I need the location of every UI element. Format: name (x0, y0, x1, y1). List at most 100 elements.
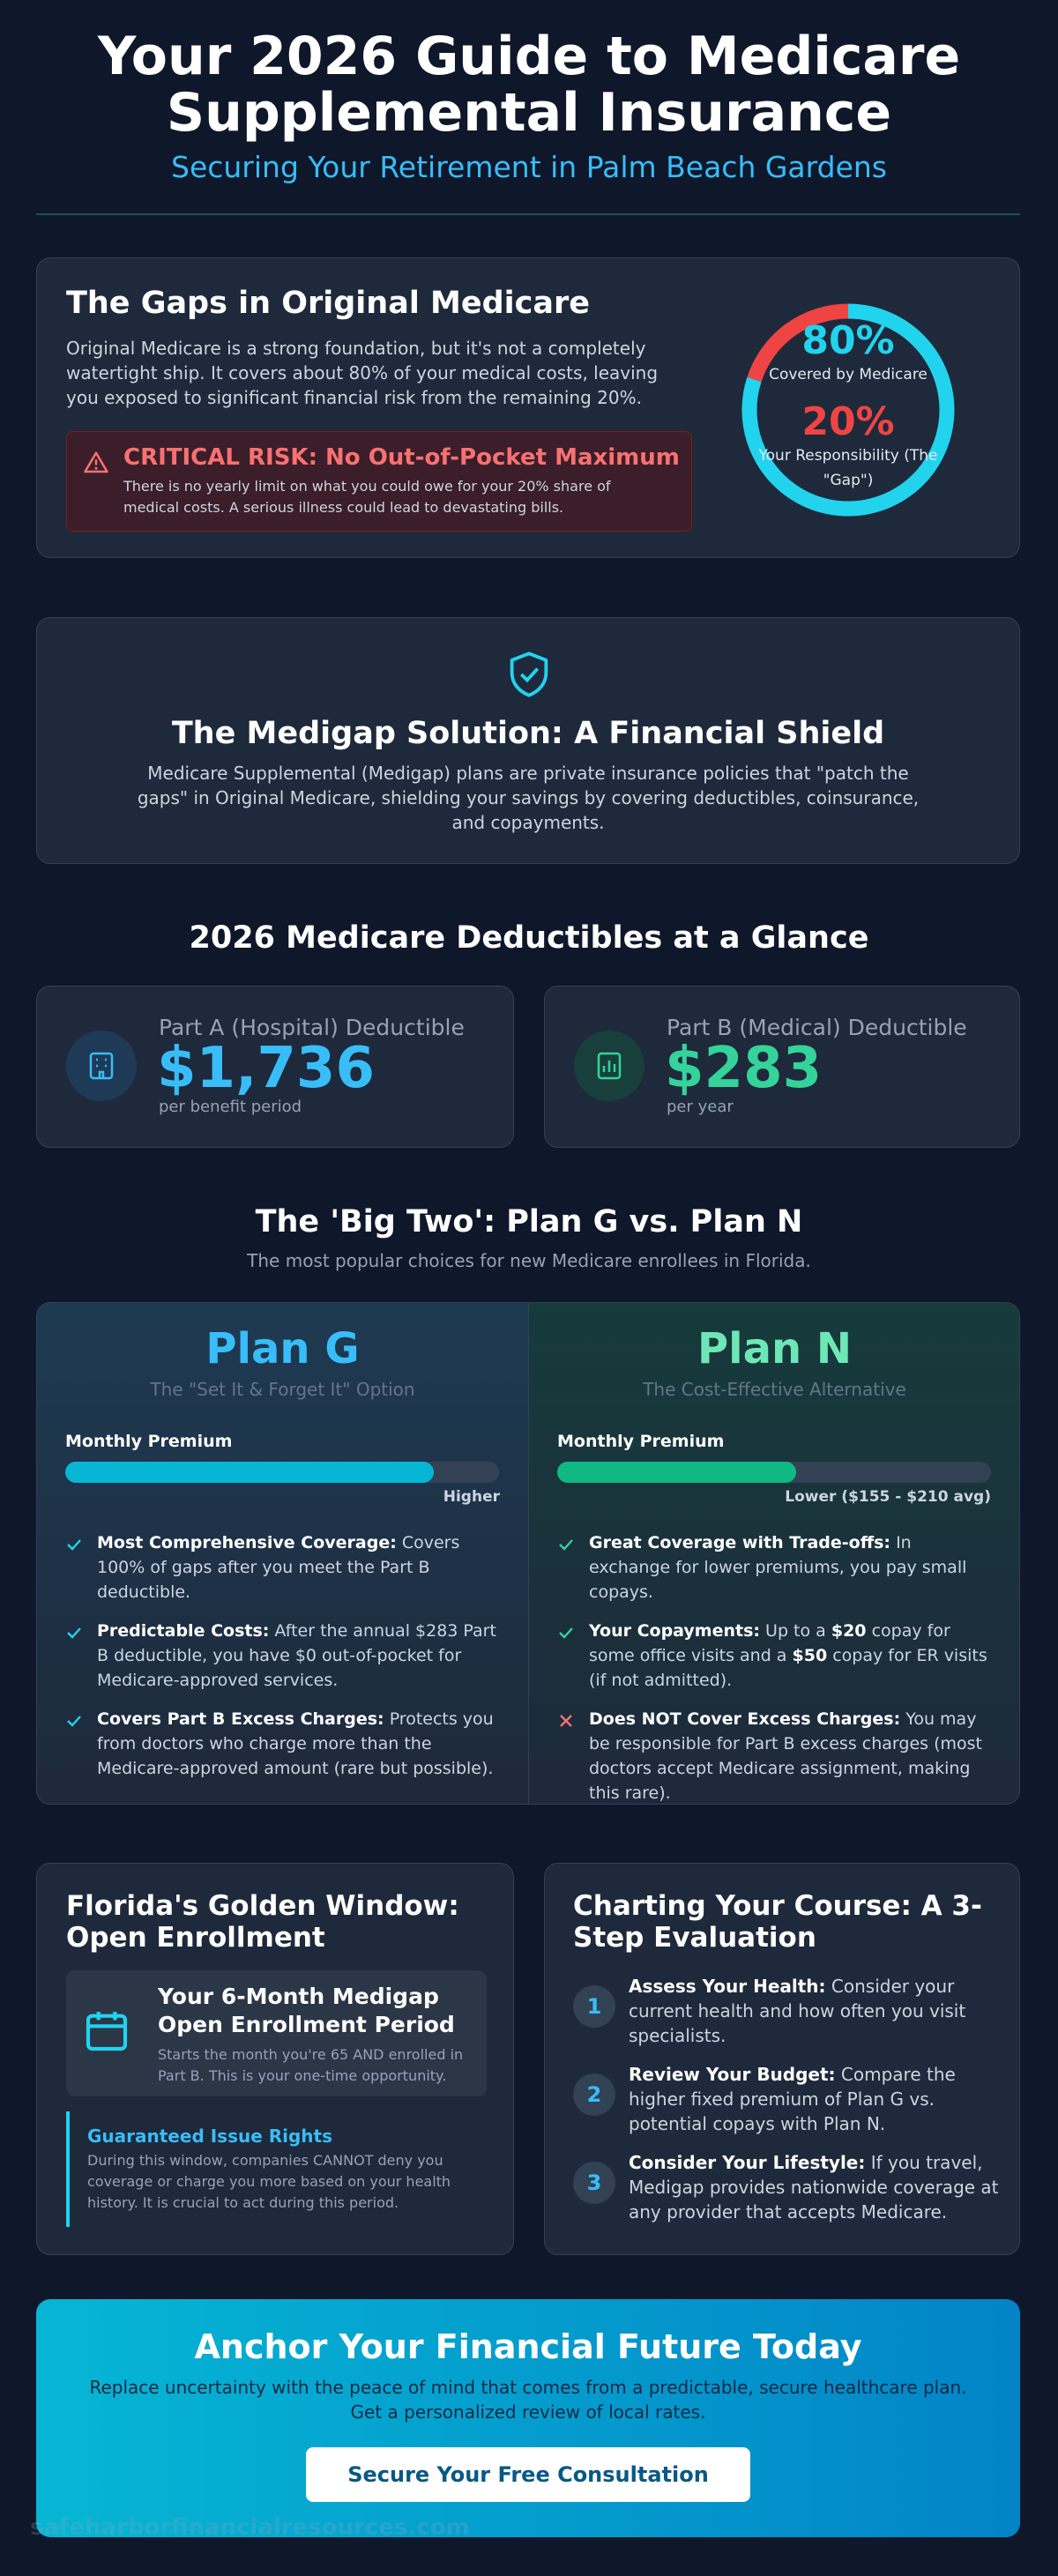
icon-stroke (67, 1539, 81, 1551)
solution-text: Medicare Supplemental (Medigap) plans ar… (137, 763, 920, 833)
step-number: 1 (573, 1985, 615, 2028)
bold-text: Most Comprehensive Coverage: (97, 1533, 397, 1552)
feature-text: Great Coverage with Trade-offs: In excha… (589, 1530, 989, 1604)
deductible-label: Part A (Hospital) Deductible (159, 1015, 465, 1040)
text: You may be responsible for Part B excess… (589, 1709, 982, 1803)
bold-text: Does NOT Cover Excess Charges: (589, 1709, 901, 1729)
donut-value: 20% (801, 399, 895, 444)
icon-bg (66, 1031, 137, 1101)
plan-column: Plan G The "Set It & Forget It" Option Mon… (37, 1303, 528, 1804)
icon-stroke (559, 1627, 573, 1639)
icon-stroke (67, 1716, 81, 1727)
bold-text: Your Copayments: (589, 1621, 760, 1641)
bold-text: Review Your Budget: (629, 2064, 836, 2085)
deductible-card: Part A (Hospital) Deductible $1,736 per be… (36, 986, 514, 1148)
plans-title: The 'Big Two': Plan G vs. Plan N (255, 1204, 803, 1240)
gaps-title: The Gaps in Original Medicare (66, 286, 590, 321)
icon-shape (89, 1052, 114, 1080)
plan-column: Plan N The Cost-Effective Alternative Mont… (528, 1303, 1019, 1804)
donut-caption: Your Responsibility (The "Gap") (758, 447, 938, 489)
bold-text: Consider Your Lifestyle: (629, 2152, 866, 2173)
feature-text: Your Copayments: Up to a $20 copay for s… (589, 1619, 989, 1693)
icon-stroke (560, 1715, 572, 1727)
premium-label: Monthly Premium (65, 1432, 233, 1451)
donut-chart (741, 303, 955, 517)
steps-card: Charting Your Course: A 3-Step Evaluatio… (544, 1863, 1020, 2255)
period-text: Starts the month you're 65 AND enrolled … (158, 2046, 464, 2084)
premium-note: Higher (443, 1488, 500, 1506)
text: In exchange for lower premiums, you pay … (589, 1533, 967, 1602)
deductible-note: per benefit period (159, 1098, 302, 1116)
plan-feature: Most Comprehensive Coverage: Covers 100%… (65, 1530, 497, 1604)
check-icon (559, 1539, 573, 1551)
text: copay for some office visits and a (589, 1621, 950, 1665)
text: copay for ER visits (if not admitted). (589, 1646, 987, 1690)
donut-segment (747, 303, 849, 383)
check-icon (67, 1627, 81, 1639)
check-icon (67, 1539, 81, 1551)
shield-icon (510, 651, 548, 697)
plan-feature: Your Copayments: Up to a $20 copay for s… (557, 1619, 989, 1693)
text: Protects you from doctors who charge mor… (97, 1709, 494, 1778)
step-text: Review Your Budget: Compare the higher f… (629, 2062, 999, 2136)
feature-text: Most Comprehensive Coverage: Covers 100%… (97, 1530, 497, 1604)
cta-text: Replace uncertainty with the peace of mi… (89, 2377, 967, 2423)
premium-note: Lower ($155 - $210 avg) (785, 1488, 991, 1506)
step-number: 2 (573, 2073, 615, 2116)
bold-text: Covers Part B Excess Charges: (97, 1709, 384, 1729)
deductibles-title: 2026 Medicare Deductibles at a Glance (189, 920, 869, 956)
plan-name: Plan G (205, 1324, 360, 1374)
donut-value: 80% (801, 318, 895, 363)
page-title: Your 2026 Guide to Medicare Supplemental… (97, 26, 961, 144)
warning-icon (84, 451, 108, 473)
text: Compare the higher fixed premium of Plan… (629, 2064, 956, 2134)
alert-box: CRITICAL RISK: No Out-of-Pocket Maximum … (66, 431, 692, 532)
premium-track (65, 1462, 499, 1483)
steps-title: Charting Your Course: A 3-Step Evaluatio… (573, 1890, 982, 1954)
alert-text: There is no yearly limit on what you cou… (123, 478, 611, 516)
solution-card: The Medigap Solution: A Financial Shield… (36, 617, 1020, 864)
bold-text: Predictable Costs: (97, 1621, 270, 1641)
text: Covers 100% of gaps after you meet the P… (97, 1533, 460, 1602)
plan-feature: Predictable Costs: After the annual $283… (65, 1619, 497, 1693)
plans-subtitle: The most popular choices for new Medicar… (247, 1250, 811, 1271)
cross-icon (560, 1715, 572, 1727)
icon-stroke (559, 1539, 573, 1551)
calendar-icon (86, 2012, 128, 2051)
deductible-label: Part B (Medical) Deductible (667, 1015, 967, 1040)
plan-feature: Great Coverage with Trade-offs: In excha… (557, 1530, 989, 1604)
deductible-amount: $1,736 (157, 1036, 375, 1101)
premium-label: Monthly Premium (557, 1432, 725, 1451)
gaps-card: The Gaps in Original Medicare Original M… (36, 257, 1020, 558)
icon-shape (602, 1061, 616, 1072)
donut-segment (741, 303, 955, 517)
window-title: Florida's Golden Window: Open Enrollment (66, 1890, 459, 1954)
bold-text: $20 (831, 1621, 867, 1641)
deductible-card: Part B (Medical) Deductible $283 per year (544, 986, 1020, 1148)
cta-title: Anchor Your Financial Future Today (194, 2327, 862, 2366)
premium-fill (65, 1462, 435, 1483)
text: Up to a (765, 1621, 826, 1641)
check-icon (67, 1716, 81, 1727)
icon-shape (96, 1058, 107, 1078)
footer-domain: safeharborfinancialresources.com (30, 2514, 470, 2541)
page-subtitle: Securing Your Retirement in Palm Beach G… (171, 150, 887, 184)
deductible-note: per year (667, 1098, 734, 1116)
rights-text: During this window, companies CANNOT den… (87, 2152, 451, 2211)
step-text: Consider Your Lifestyle: If you travel, … (629, 2150, 999, 2224)
step-text: Assess Your Health: Consider your curren… (629, 1974, 999, 2048)
period-box: Your 6-Month Medigap Open Enrollment Per… (66, 1970, 487, 2096)
gaps-text: Original Medicare is a strong foundation… (66, 338, 659, 408)
rights-box: Guaranteed Issue Rights During this wind… (66, 2111, 463, 2227)
bold-text: $50 (792, 1646, 828, 1665)
cta-button[interactable]: Secure Your Free Consultation (306, 2447, 750, 2502)
solution-title: The Medigap Solution: A Financial Shield (171, 716, 885, 751)
text: After the annual $283 Part B deductible,… (97, 1621, 496, 1690)
deductible-icon (66, 1031, 137, 1101)
text: If you travel, Medigap provides nationwi… (629, 2152, 999, 2222)
bold-text: Great Coverage with Trade-offs: (589, 1533, 891, 1552)
icon-stroke (67, 1627, 81, 1639)
plans-card: Plan G The "Set It & Forget It" Option Mon… (36, 1302, 1020, 1805)
plan-feature: Does NOT Cover Excess Charges: You may b… (557, 1707, 989, 1804)
